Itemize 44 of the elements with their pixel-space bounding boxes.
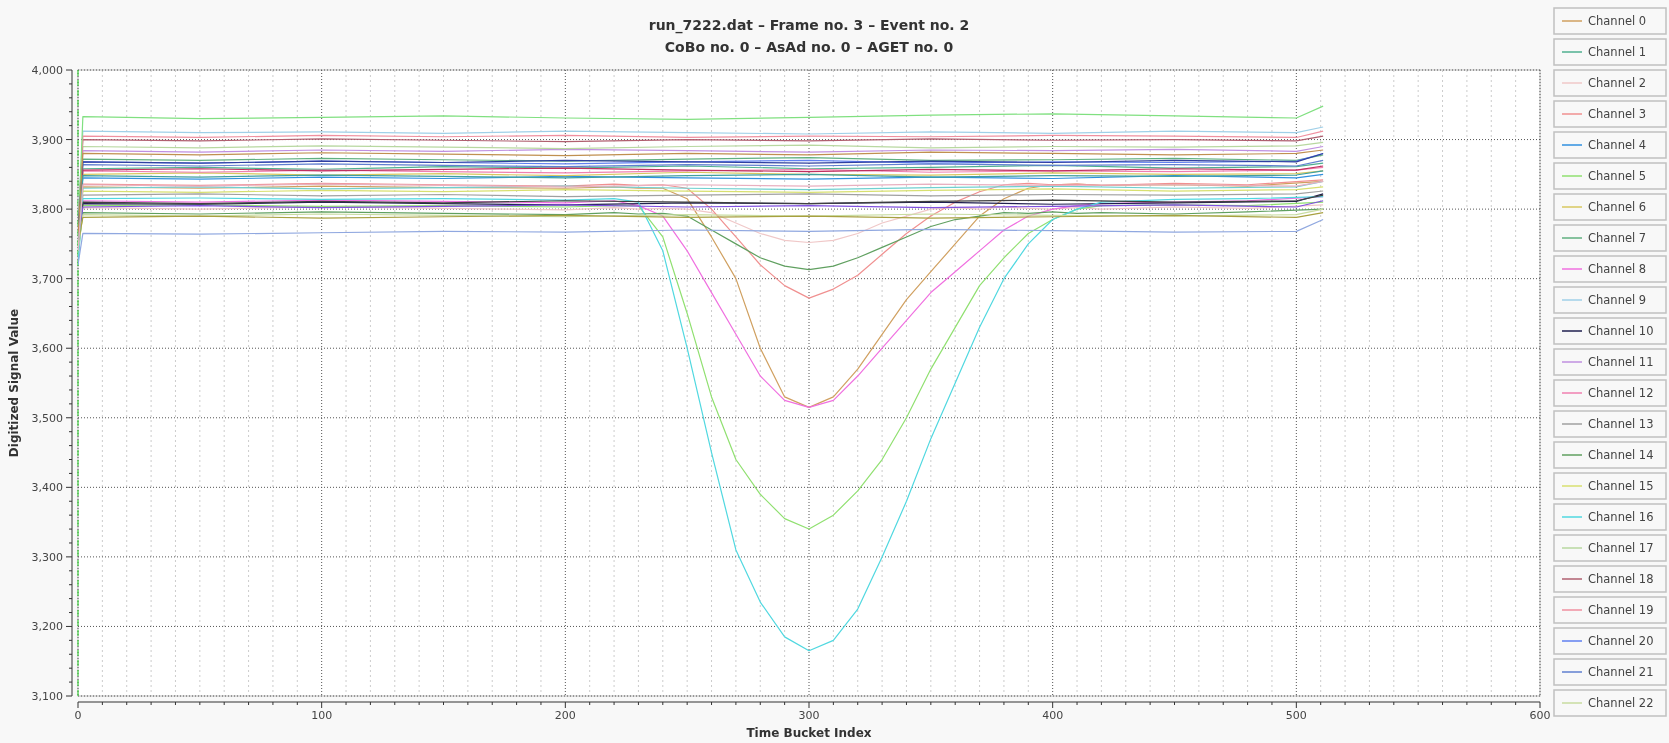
legend-label: Channel 21 (1588, 665, 1654, 679)
legend-label: Channel 5 (1588, 169, 1647, 183)
y-tick-label: 3,900 (31, 133, 63, 147)
legend-label: Channel 19 (1588, 603, 1654, 617)
legend-label: Channel 6 (1588, 200, 1647, 214)
y-tick-label: 4,000 (31, 64, 63, 77)
x-tick-label: 500 (1285, 709, 1307, 722)
legend-label: Channel 9 (1588, 293, 1647, 307)
x-tick-label: 100 (311, 709, 333, 722)
legend-label: Channel 11 (1588, 355, 1654, 369)
x-tick-label: 600 (1529, 709, 1551, 722)
y-tick-label: 3,100 (31, 690, 63, 703)
legend-label: Channel 4 (1588, 138, 1647, 152)
legend-label: Channel 14 (1588, 448, 1654, 462)
y-tick-label: 3,800 (31, 203, 63, 217)
y-tick-label: 3,300 (31, 550, 63, 564)
x-tick-label: 0 (74, 709, 82, 722)
legend-label: Channel 1 (1588, 45, 1647, 59)
legend-label: Channel 8 (1588, 262, 1647, 276)
legend-label: Channel 17 (1588, 541, 1654, 555)
legend-label: Channel 20 (1588, 634, 1654, 648)
legend-label: Channel 18 (1588, 572, 1654, 586)
legend-label: Channel 15 (1588, 479, 1654, 493)
legend-label: Channel 7 (1588, 231, 1647, 245)
chart-subtitle: CoBo no. 0 – AsAd no. 0 – AGET no. 0 (664, 39, 954, 55)
legend-label: Channel 22 (1588, 696, 1654, 710)
y-tick-label: 3,500 (31, 411, 63, 425)
chart-title: run_7222.dat – Frame no. 3 – Event no. 2 (648, 17, 970, 34)
legend-label: Channel 16 (1588, 510, 1654, 524)
legend-label: Channel 3 (1588, 107, 1647, 121)
x-tick-label: 200 (554, 709, 576, 722)
y-tick-label: 3,200 (31, 620, 63, 634)
x-tick-label: 400 (1042, 709, 1064, 722)
legend-label: Channel 12 (1588, 386, 1654, 400)
y-tick-label: 3,600 (31, 342, 63, 356)
y-tick-label: 3,700 (31, 272, 63, 286)
x-axis-title: Time Bucket Index (746, 726, 872, 740)
y-tick-label: 3,400 (31, 481, 63, 495)
y-axis-title: Digitized Signal Value (7, 308, 21, 458)
legend-label: Channel 10 (1588, 324, 1654, 338)
x-tick-label: 300 (798, 709, 820, 722)
legend-label: Channel 0 (1588, 14, 1647, 28)
legend-label: Channel 13 (1588, 417, 1654, 431)
legend-label: Channel 2 (1588, 76, 1647, 90)
